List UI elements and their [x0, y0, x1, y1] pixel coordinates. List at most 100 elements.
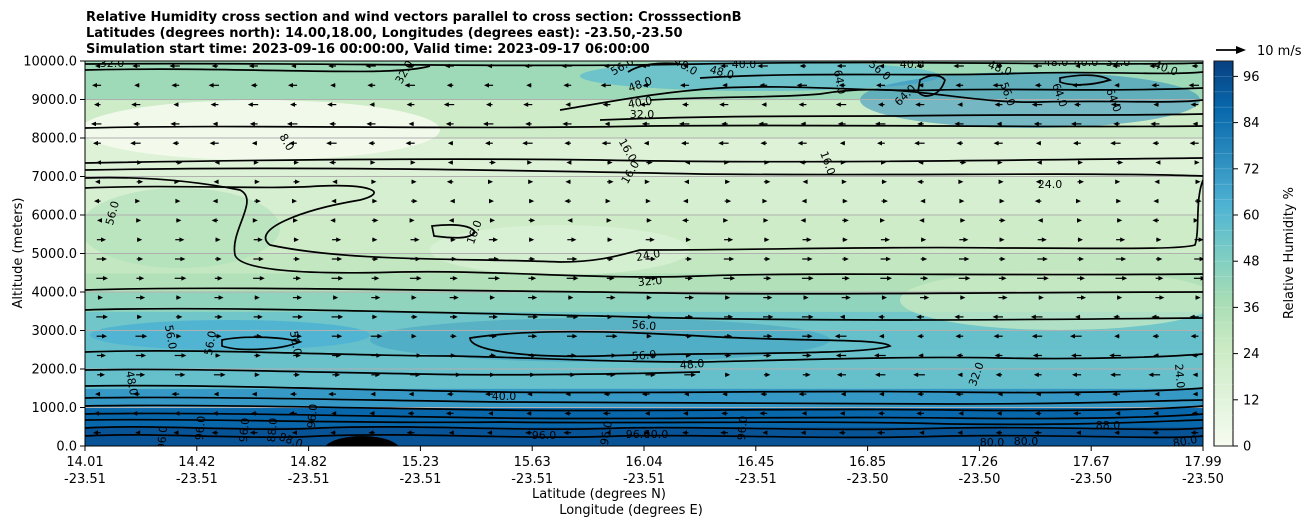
x-tick-label-lat: 15.63: [514, 455, 551, 470]
wind-vector-head: [525, 430, 531, 435]
humidity-band: [85, 311, 1203, 332]
wind-vector-head: [571, 237, 577, 242]
wind-vector-head: [216, 256, 222, 262]
wind-vector-head: [211, 218, 217, 223]
x-axis-label-lon: Longitude (degrees E): [559, 503, 703, 518]
wind-vector-head: [688, 276, 693, 281]
wind-vector-head: [445, 121, 451, 127]
contour-label: 96.0: [237, 417, 252, 443]
wind-vector-head: [917, 333, 923, 339]
wind-vector-head: [210, 102, 216, 107]
wind-vector-head: [954, 314, 960, 320]
wind-vector-head: [682, 102, 687, 107]
wind-vector-head: [411, 295, 417, 300]
wind-vector-head: [252, 218, 258, 223]
contour-line: [85, 425, 1203, 431]
wind-vector-head: [329, 160, 335, 165]
wind-vector-head: [686, 237, 691, 242]
colorbar-tick-label: 24: [1243, 347, 1260, 362]
wind-vector-head: [564, 411, 570, 416]
contour-line: [85, 287, 1203, 295]
wind-vector-head: [920, 198, 926, 204]
wind-vector-head: [917, 391, 923, 397]
wind-vector-head: [1159, 295, 1165, 300]
wind-vector-head: [803, 295, 809, 300]
wind-vector-head: [1117, 295, 1123, 300]
wind-vector-head: [953, 63, 959, 69]
wind-vector-head: [256, 333, 262, 339]
wind-vector-head: [565, 179, 571, 185]
humidity-band: [85, 176, 1203, 216]
wind-vector-head: [295, 372, 300, 378]
wind-vector-head: [916, 411, 922, 416]
y-tick-label: 10000.0: [23, 55, 77, 70]
wind-vector-head: [259, 276, 265, 281]
contour-line: [917, 74, 946, 97]
wind-vector-head: [1152, 218, 1158, 223]
wind-vector-head: [92, 83, 97, 88]
wind-vector-head: [411, 179, 417, 185]
wind-vector-head: [447, 160, 453, 165]
wind-vector-head: [254, 372, 260, 378]
wind-vector-head: [495, 276, 500, 281]
contour-label: 40.0: [900, 58, 925, 71]
wind-vector-head: [247, 102, 253, 107]
contour-line: [85, 61, 1203, 67]
wind-vector-head: [255, 353, 261, 358]
wind-vector-head: [608, 179, 614, 185]
wind-vector-head: [485, 391, 490, 397]
wind-vector-head: [338, 276, 344, 281]
x-tick-label-lat: 17.67: [1073, 455, 1110, 470]
wind-vector-head: [1032, 353, 1038, 358]
colorbar-tick-label: 60: [1243, 209, 1260, 224]
contour-label: 56.0: [162, 324, 179, 350]
wind-vector-head: [211, 430, 217, 435]
wind-vector-head: [1000, 256, 1006, 262]
wind-vector-head: [406, 430, 412, 435]
wind-vector-head: [572, 333, 578, 339]
y-tick-label: 9000.0: [32, 93, 78, 108]
contour-line: [430, 224, 477, 239]
wind-vector-head: [729, 256, 735, 262]
x-tick-label-lat: 14.82: [290, 455, 327, 470]
quiver-key-arrowhead: [1236, 46, 1246, 54]
wind-vector-head: [1195, 179, 1201, 185]
wind-vector-head: [296, 353, 301, 358]
wind-vector-head: [612, 333, 618, 339]
wind-vector-head: [491, 160, 496, 165]
dry-patch: [900, 270, 1203, 330]
wind-vector-head: [646, 218, 652, 223]
wind-vector-head: [647, 314, 653, 320]
contour-line: [221, 336, 303, 351]
wind-vector-head: [725, 295, 731, 300]
wind-vector-head: [94, 102, 99, 107]
wind-vector-head: [526, 411, 532, 416]
wind-vector-head: [802, 179, 808, 185]
wind-vector-head: [1158, 276, 1164, 281]
wind-vector-head: [298, 314, 303, 320]
contour-label: 24.0: [1038, 178, 1063, 191]
y-tick-label: 7000.0: [32, 170, 78, 185]
wind-vector-head: [1038, 295, 1044, 300]
wind-vector-head: [142, 333, 148, 339]
contour-line: [85, 124, 1203, 129]
wind-vector-head: [414, 237, 420, 242]
x-tick-label-lon: -23.51: [64, 472, 106, 487]
wind-vector-head: [136, 218, 142, 223]
wind-vector-head: [134, 83, 140, 88]
wind-vector-head: [490, 295, 495, 300]
wind-vector-head: [604, 121, 610, 127]
wind-vector-head: [373, 218, 379, 223]
wind-vector-head: [684, 391, 689, 397]
wind-vector-head: [412, 198, 418, 204]
wind-vector-head: [965, 276, 971, 281]
wind-vector-head: [218, 295, 224, 300]
wind-vector-head: [842, 198, 848, 204]
wind-vector-head: [882, 295, 887, 300]
wind-vector-head: [1194, 160, 1200, 165]
wind-vector-head: [95, 63, 100, 69]
colorbar-tick-label: 72: [1243, 162, 1260, 177]
wind-vector-head: [292, 198, 297, 204]
wind-vector-head: [1078, 160, 1083, 165]
wind-vector-head: [1189, 314, 1195, 320]
